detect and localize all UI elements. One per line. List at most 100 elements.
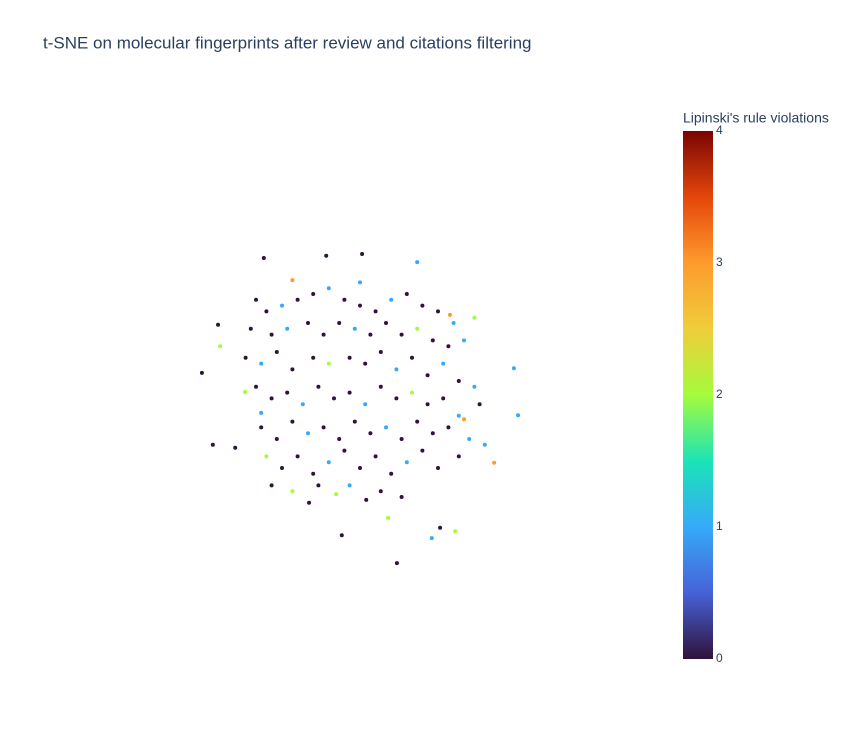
point bbox=[261, 256, 266, 261]
point bbox=[290, 367, 295, 372]
point bbox=[269, 332, 274, 337]
point bbox=[462, 338, 466, 343]
point bbox=[326, 361, 331, 366]
point bbox=[394, 367, 399, 372]
point bbox=[368, 332, 373, 337]
point bbox=[360, 251, 365, 256]
point bbox=[274, 350, 279, 354]
point bbox=[216, 322, 221, 327]
point bbox=[373, 454, 378, 459]
colorbar-tick-label: 1 bbox=[716, 519, 723, 533]
point bbox=[295, 454, 300, 459]
point bbox=[290, 278, 295, 283]
point bbox=[334, 492, 339, 497]
point bbox=[399, 332, 404, 337]
point bbox=[311, 292, 316, 296]
point bbox=[269, 483, 274, 488]
point bbox=[456, 454, 461, 459]
point bbox=[511, 366, 516, 371]
point bbox=[321, 425, 326, 430]
point bbox=[420, 303, 425, 308]
point bbox=[295, 297, 300, 302]
point bbox=[337, 437, 342, 441]
point bbox=[306, 321, 310, 325]
point bbox=[429, 536, 434, 541]
point bbox=[472, 384, 477, 389]
point bbox=[386, 515, 391, 520]
point bbox=[280, 303, 284, 308]
colorbar bbox=[683, 131, 713, 659]
point bbox=[438, 525, 443, 530]
point bbox=[218, 344, 223, 349]
point bbox=[389, 297, 394, 302]
point bbox=[300, 402, 305, 407]
point bbox=[290, 419, 295, 424]
point bbox=[373, 309, 378, 314]
point bbox=[472, 315, 477, 320]
point bbox=[311, 471, 316, 476]
point bbox=[307, 500, 312, 505]
point bbox=[254, 384, 258, 389]
point bbox=[425, 402, 430, 407]
point bbox=[243, 355, 248, 360]
point bbox=[363, 361, 368, 366]
point bbox=[456, 413, 461, 418]
point bbox=[264, 454, 269, 459]
point bbox=[456, 379, 461, 383]
point bbox=[259, 361, 264, 366]
point bbox=[378, 384, 383, 389]
point bbox=[233, 445, 238, 450]
point bbox=[316, 384, 321, 389]
point bbox=[363, 402, 368, 407]
point bbox=[384, 425, 388, 430]
point bbox=[254, 297, 258, 302]
chart-title: t-SNE on molecular fingerprints after re… bbox=[43, 33, 532, 52]
point bbox=[342, 448, 347, 453]
point bbox=[404, 292, 409, 296]
point bbox=[342, 297, 347, 302]
point bbox=[378, 350, 383, 354]
point bbox=[248, 326, 253, 331]
point bbox=[326, 460, 331, 465]
point bbox=[311, 355, 316, 360]
point bbox=[274, 437, 279, 441]
point bbox=[199, 370, 204, 375]
point bbox=[290, 489, 295, 494]
point bbox=[358, 466, 362, 470]
point bbox=[441, 361, 446, 366]
colorbar-tick-label: 4 bbox=[716, 123, 723, 137]
point bbox=[306, 431, 310, 436]
point bbox=[364, 497, 369, 502]
point bbox=[516, 413, 521, 418]
point bbox=[358, 280, 362, 285]
point bbox=[446, 425, 451, 430]
point bbox=[285, 390, 290, 395]
point bbox=[399, 495, 404, 499]
point bbox=[243, 390, 248, 395]
point bbox=[436, 466, 440, 470]
point bbox=[269, 396, 274, 401]
point bbox=[415, 260, 420, 265]
point bbox=[425, 373, 430, 378]
point bbox=[326, 286, 331, 291]
point bbox=[415, 326, 420, 331]
point bbox=[404, 460, 409, 465]
point bbox=[453, 529, 458, 534]
point bbox=[467, 437, 472, 441]
point bbox=[394, 396, 399, 401]
point bbox=[436, 309, 440, 314]
colorbar-title: Lipinski's rule violations bbox=[683, 110, 829, 126]
point bbox=[347, 390, 352, 395]
point bbox=[415, 419, 420, 424]
point bbox=[399, 437, 404, 441]
point bbox=[337, 321, 342, 325]
point bbox=[462, 417, 466, 422]
colorbar-tick-label: 3 bbox=[716, 255, 723, 269]
point bbox=[352, 326, 357, 331]
point bbox=[384, 321, 388, 325]
point bbox=[339, 533, 344, 538]
point bbox=[358, 303, 362, 308]
point bbox=[285, 326, 290, 331]
point bbox=[451, 321, 456, 325]
